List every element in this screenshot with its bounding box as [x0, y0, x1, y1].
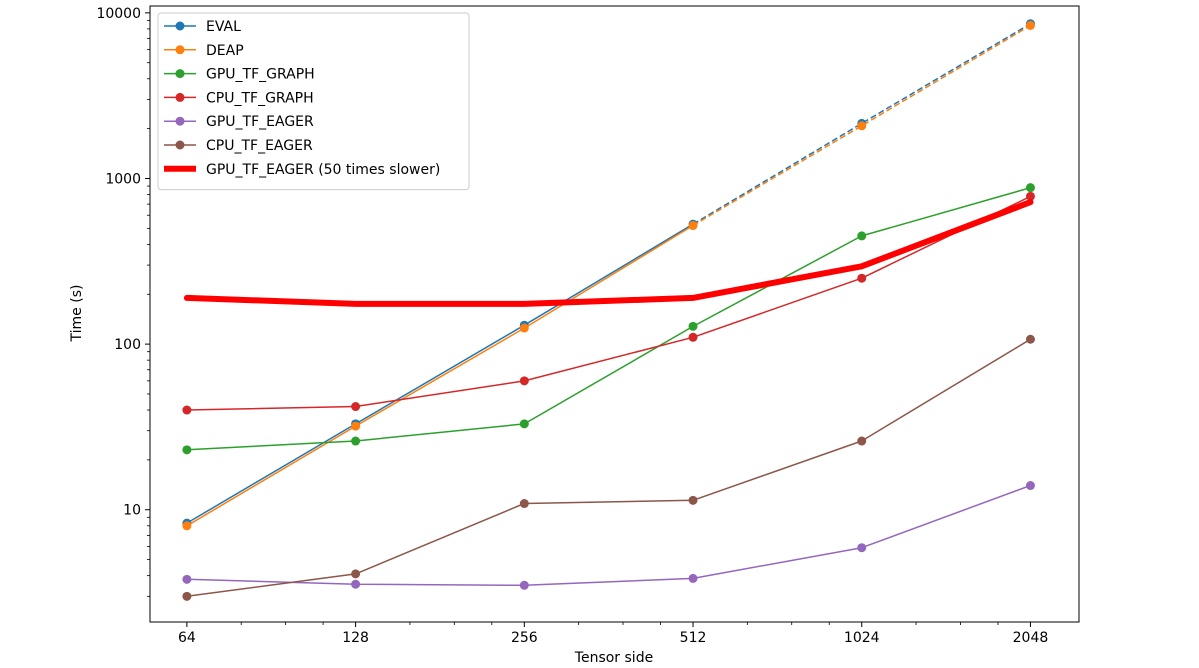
legend-entry: GPU_TF_GRAPH	[206, 67, 315, 83]
legend-marker	[175, 116, 185, 126]
data-point	[688, 332, 698, 342]
x-tick-label: 128	[342, 630, 369, 646]
series-line-6	[183, 199, 1034, 307]
data-point	[519, 419, 529, 429]
data-point	[351, 579, 361, 589]
legend-entry: EVAL	[206, 19, 241, 35]
data-point	[519, 323, 529, 333]
y-axis: 10 100 1000 10000	[96, 6, 150, 597]
data-point	[1025, 481, 1035, 491]
y-tick-label: 10	[123, 503, 141, 519]
legend-marker	[175, 45, 185, 55]
data-point	[688, 495, 698, 505]
data-point	[1025, 191, 1035, 201]
x-axis-label: Tensor side	[574, 650, 653, 666]
x-axis: 64 128 256 512 1024 2048	[178, 622, 1048, 646]
data-point	[182, 591, 192, 601]
series-extrapolation-1	[692, 24, 1031, 227]
data-point	[1025, 20, 1035, 30]
data-point	[351, 436, 361, 446]
data-point	[688, 573, 698, 583]
y-tick-label: 100	[114, 337, 141, 353]
series-line-3	[186, 195, 1032, 411]
series-line-1	[186, 224, 694, 527]
data-point	[519, 499, 529, 509]
y-tick-label: 10000	[96, 6, 141, 22]
data-point	[688, 321, 698, 331]
data-point	[1025, 183, 1035, 193]
series-line-0	[186, 223, 694, 524]
legend-marker	[175, 140, 185, 150]
x-tick-label: 512	[680, 630, 707, 646]
data-point	[688, 221, 698, 231]
legend-marker	[175, 69, 185, 79]
legend-entry: CPU_TF_GRAPH	[206, 90, 314, 106]
legend-entry: GPU_TF_EAGER	[206, 114, 314, 130]
series-line-4	[186, 484, 1032, 587]
x-tick-label: 1024	[844, 630, 880, 646]
data-point	[857, 543, 867, 553]
plot-area	[149, 5, 1080, 623]
data-point	[857, 121, 867, 131]
y-axis-label: Time (s)	[69, 285, 85, 343]
data-point	[351, 421, 361, 431]
data-point	[351, 402, 361, 412]
x-tick-label: 2048	[1013, 630, 1049, 646]
legend-box	[157, 12, 470, 191]
legend: EVAL DEAP GPU_TF_GRAPH CPU_TF_GRAPH GPU_TF_E…	[157, 12, 470, 191]
legend-entry: CPU_TF_EAGER	[206, 138, 313, 154]
data-point	[182, 574, 192, 584]
data-point	[182, 521, 192, 531]
data-point	[519, 580, 529, 590]
x-tick-label: 64	[178, 630, 196, 646]
data-point	[1025, 334, 1035, 344]
data-point	[857, 436, 867, 446]
legend-marker	[175, 21, 185, 31]
series-line-2	[186, 186, 1032, 451]
data-point	[857, 273, 867, 283]
data-point	[351, 569, 361, 579]
series-extrapolation-0	[692, 23, 1031, 225]
data-point	[857, 231, 867, 241]
data-point	[519, 376, 529, 386]
legend-entry: GPU_TF_EAGER (50 times slower)	[206, 162, 440, 178]
data-point	[182, 445, 192, 455]
legend-entry: DEAP	[206, 43, 244, 59]
plot-frame	[149, 5, 1080, 623]
x-tick-label: 256	[511, 630, 538, 646]
series-line-5	[186, 338, 1032, 598]
legend-marker	[175, 92, 185, 102]
data-point	[182, 405, 192, 415]
y-tick-label: 1000	[105, 171, 141, 187]
